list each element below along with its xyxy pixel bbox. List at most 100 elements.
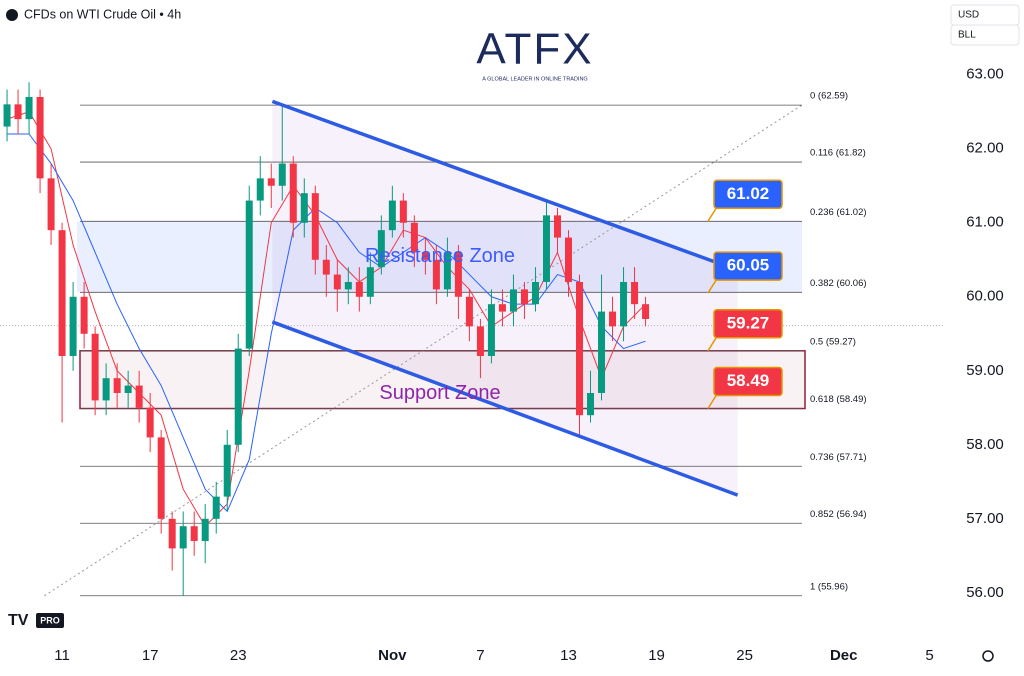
fib-label: 0 (62.59) [810,91,848,102]
candle-body [102,378,110,401]
moving-average [6,111,646,528]
candle-body [542,215,550,282]
candle-body [201,518,209,542]
candle-body [587,392,595,416]
candle-body [91,333,99,401]
candle-body [631,281,639,305]
candle-body [487,304,495,356]
candle-body [620,281,628,327]
price-tag [713,309,783,339]
fib-label: 0.5 (59.27) [810,336,856,347]
candle-body [168,518,176,549]
candle-body [245,200,253,349]
candle-body [234,348,242,445]
candle-body [300,193,308,223]
candle-body [69,296,77,356]
candle-body [333,274,341,290]
zone [79,350,806,410]
candle-body [80,296,88,334]
symbol-icon [6,9,18,21]
x-tick-label: 13 [560,647,577,664]
candle-body [432,259,440,290]
channel-line [271,99,739,272]
x-tick-label: 7 [476,647,484,664]
candle-body [366,267,374,297]
y-tick-label: 60.00 [966,288,1004,305]
price-axis-bg [945,0,1024,676]
y-tick-label: 61.00 [966,214,1004,231]
fib-label: 0.618 (58.49) [810,394,867,405]
badge-bg [36,613,64,628]
x-tick-label: Dec [830,647,858,664]
candle-body [322,259,330,275]
candle-body [576,281,584,416]
y-tick-label: 62.00 [966,140,1004,157]
logo-tagline: A GLOBAL LEADER IN ONLINE TRADING [482,76,587,82]
candle-body [223,444,231,497]
candle-body [113,378,121,393]
candle-body [388,200,396,231]
candle-body [146,407,154,438]
channel-fill [272,101,738,496]
price-tag [713,366,783,397]
price-tag-label: 58.49 [727,371,770,390]
candle-body [465,296,473,327]
badge: PRO [40,615,60,625]
plot [0,82,945,597]
candle-body [642,304,650,319]
y-tick-label: 63.00 [966,66,1004,83]
tv-logo: TV [8,612,29,629]
candle-body [289,163,297,223]
fib-label: 0.116 (61.82) [810,148,866,159]
zone-label: Resistance Zone [365,245,515,267]
candle-body [598,311,606,393]
price-tag [713,179,783,210]
candle-body [212,496,220,519]
candle-body [421,252,429,260]
candle-body [58,230,66,356]
candle-body [47,178,55,231]
candle-body [454,252,462,297]
fib-label: 0.236 (61.02) [810,207,867,218]
fib-label: 1 (55.96) [810,581,848,592]
x-tick-label: 19 [648,647,665,664]
candle-body [278,163,286,186]
y-tick-label: 56.00 [966,584,1004,601]
settings-icon[interactable] [982,650,994,662]
candle-body [443,252,451,290]
candle-body [124,385,132,393]
y-tick-label: 58.00 [966,436,1004,453]
unit[interactable]: BLL [958,30,976,41]
candle-body [377,230,385,268]
candle-body [564,237,572,282]
fib-label: 0.736 (57.71) [810,452,867,463]
unit-select[interactable] [950,24,1020,46]
x-tick-label: 23 [230,647,247,664]
candle-body [509,289,517,312]
candle-body [3,104,11,127]
x-tick-label: Nov [378,647,407,664]
candle-body [355,281,363,297]
fib-label: 0.382 (60.06) [810,278,867,289]
x-tick-label: 25 [736,647,753,664]
candle-body [179,526,187,549]
price-tag [713,251,783,281]
price-tag-label: 60.05 [727,256,770,275]
x-tick-label: 17 [142,647,159,664]
candle-body [36,96,44,179]
candle-body [531,281,539,305]
candle-body [498,304,506,312]
candle-body [344,281,352,290]
chart-title: CFDs on WTI Crude Oil • 4h [24,7,181,21]
candle-body [609,311,617,327]
fib-label: 0.852 (56.94) [810,509,867,520]
candle-body [25,96,33,120]
currency[interactable]: USD [958,10,979,21]
candle-body [311,193,319,260]
price-tag-label: 59.27 [727,313,770,332]
candle-body [520,289,528,305]
zone-label: Support Zone [379,382,500,404]
candle-body [157,437,165,519]
candle-body [553,215,561,238]
